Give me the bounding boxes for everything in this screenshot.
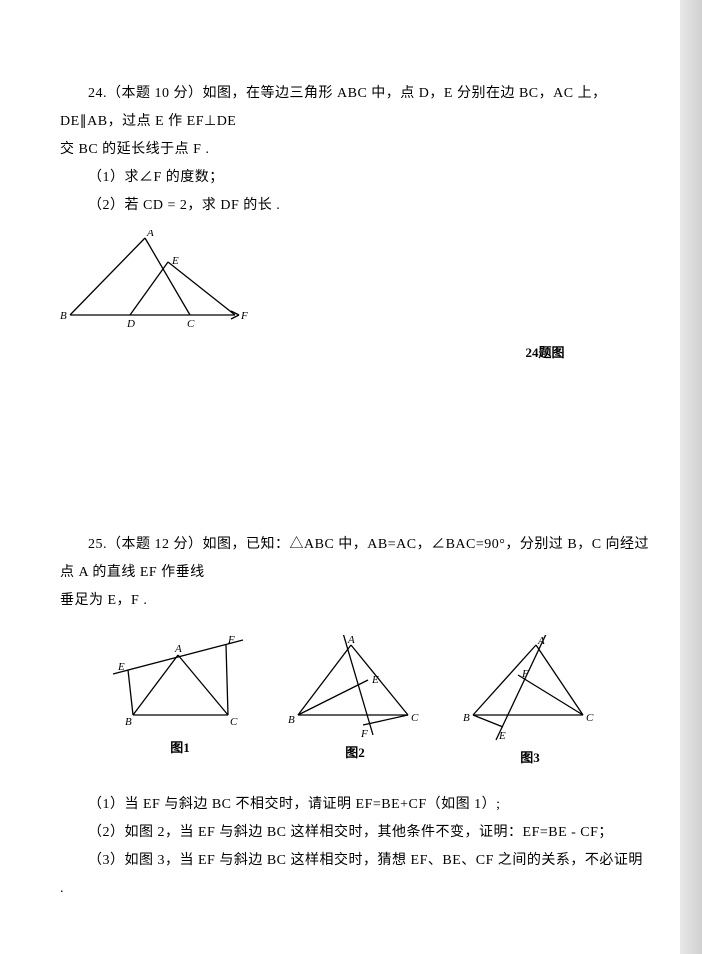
svg-text:B: B — [60, 310, 67, 322]
svg-text:F: F — [227, 635, 235, 646]
problem-24: 24.（本题 10 分）如图，在等边三角形 ABC 中，点 D，E 分别在边 B… — [60, 80, 650, 361]
p25-figure-2: A B C E F — [283, 635, 428, 740]
p25-figure-3: A B C E F — [458, 635, 603, 745]
svg-text:B: B — [463, 712, 470, 724]
p25-q3: （3）如图 3，当 EF 与斜边 BC 这样相交时，猜想 EF、BE、CF 之间… — [60, 847, 650, 903]
svg-text:C: C — [187, 318, 195, 330]
svg-text:A: A — [174, 643, 182, 655]
svg-text:F: F — [521, 668, 529, 680]
p25-fig2-item: A B C E F 图2 — [283, 635, 428, 766]
svg-text:F: F — [240, 310, 248, 322]
p24-figure-container: A B D C E F 24题图 — [60, 230, 650, 361]
p24-q1: （1）求∠F 的度数； — [60, 164, 650, 192]
p25-fig1-caption: 图1 — [108, 737, 253, 756]
p25-header-cont: 垂足为 E，F . — [60, 587, 650, 615]
svg-text:A: A — [537, 635, 545, 647]
problem-25: 25.（本题 12 分）如图，已知：△ABC 中，AB=AC，∠BAC=90°，… — [60, 531, 650, 903]
svg-text:E: E — [371, 674, 379, 686]
p25-figure-row: A B C E F 图1 A B C E F 图2 A B C E F 图3 — [60, 635, 650, 766]
p25-q2: （2）如图 2，当 EF 与斜边 BC 这样相交时，其他条件不变，证明：EF=B… — [60, 819, 650, 847]
p25-figure-1: A B C E F — [108, 635, 253, 735]
svg-text:D: D — [126, 318, 135, 330]
p24-header-cont: 交 BC 的延长线于点 F . — [60, 136, 650, 164]
svg-text:E: E — [171, 255, 179, 267]
p24-figure: A B D C E F — [60, 230, 250, 340]
p25-q1: （1）当 EF 与斜边 BC 不相交时，请证明 EF=BE+CF（如图 1）; — [60, 791, 650, 819]
svg-text:C: C — [586, 712, 594, 724]
svg-text:A: A — [347, 635, 355, 646]
p24-header: 24.（本题 10 分）如图，在等边三角形 ABC 中，点 D，E 分别在边 B… — [60, 80, 650, 136]
svg-text:F: F — [360, 728, 368, 740]
p24-figure-caption: 24题图 — [450, 342, 640, 361]
svg-text:E: E — [498, 730, 506, 742]
svg-text:C: C — [411, 712, 419, 724]
p25-fig3-caption: 图3 — [458, 747, 603, 766]
svg-text:B: B — [288, 714, 295, 726]
p25-header: 25.（本题 12 分）如图，已知：△ABC 中，AB=AC，∠BAC=90°，… — [60, 531, 650, 587]
p25-fig2-caption: 图2 — [283, 742, 428, 761]
page-edge-shadow — [680, 0, 702, 954]
p25-fig1-item: A B C E F 图1 — [108, 635, 253, 766]
p24-q2: （2）若 CD = 2，求 DF 的长 . — [60, 192, 650, 220]
p25-fig3-item: A B C E F 图3 — [458, 635, 603, 766]
svg-text:B: B — [125, 716, 132, 728]
svg-text:C: C — [230, 716, 238, 728]
svg-text:A: A — [146, 230, 154, 239]
svg-text:E: E — [117, 661, 125, 673]
